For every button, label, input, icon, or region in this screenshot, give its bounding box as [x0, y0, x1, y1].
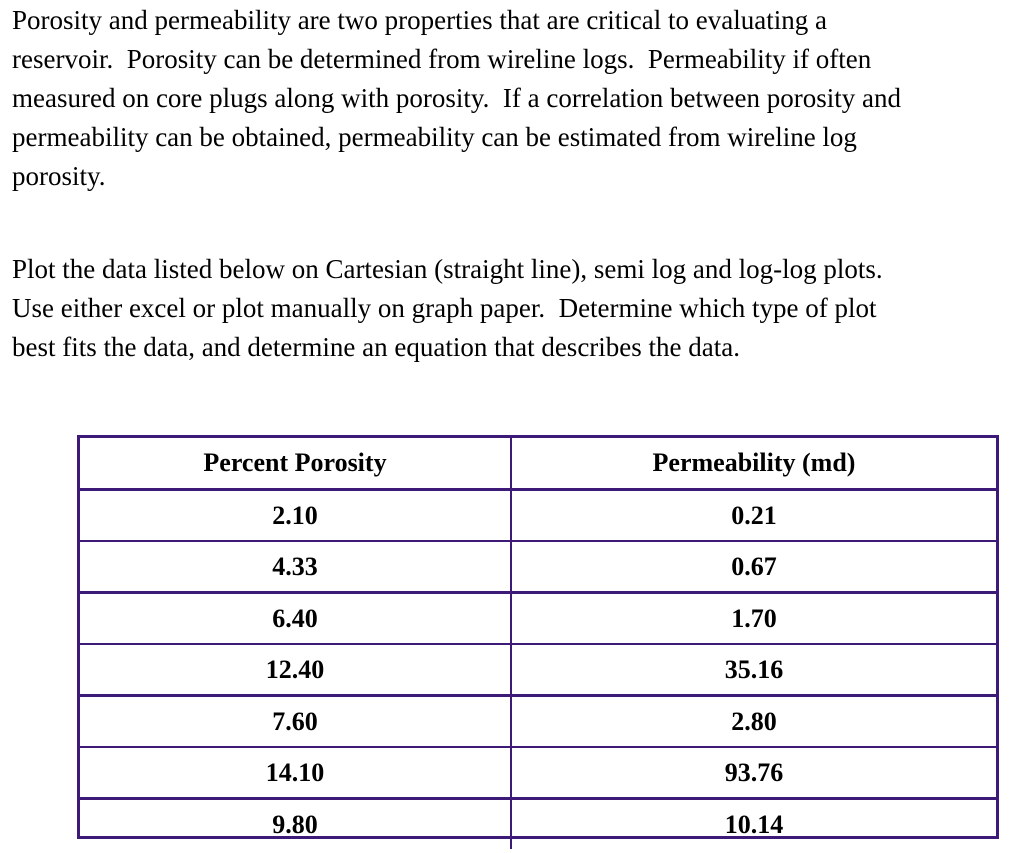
table-row: 12.40 35.16	[80, 643, 996, 697]
table-header-row: Percent Porosity Permeability (md)	[80, 438, 996, 491]
cell-porosity: 4.33	[80, 540, 512, 594]
intro-line: permeability can be obtained, permeabili…	[12, 122, 857, 152]
cell-permeability: 1.70	[510, 591, 996, 645]
header-permeability: Permeability (md)	[510, 438, 996, 491]
cell-porosity: 14.10	[80, 746, 512, 800]
intro-line: measured on core plugs along with porosi…	[12, 83, 901, 113]
table-row: 2.10 0.21	[80, 488, 996, 542]
cell-porosity: 12.40	[80, 643, 512, 697]
intro-line: Porosity and permeability are two proper…	[12, 5, 827, 35]
cell-permeability: 35.16	[510, 643, 996, 697]
task-line: Use either excel or plot manually on gra…	[12, 293, 877, 323]
cell-permeability: 0.21	[510, 488, 996, 542]
table-row: 6.40 1.70	[80, 591, 996, 645]
task-line: Plot the data listed below on Cartesian …	[12, 254, 883, 284]
cell-porosity: 2.10	[80, 488, 512, 542]
intro-line: reservoir. Porosity can be determined fr…	[12, 44, 872, 74]
cell-permeability: 10.14	[510, 797, 996, 849]
data-table: Percent Porosity Permeability (md) 2.10 …	[77, 435, 999, 849]
task-paragraph: Plot the data listed below on Cartesian …	[12, 250, 883, 367]
table-row: 14.10 93.76	[80, 746, 996, 800]
intro-line: porosity.	[12, 161, 106, 191]
cell-porosity: 6.40	[80, 591, 512, 645]
cell-porosity: 7.60	[80, 694, 512, 748]
table-row: 9.80 10.14	[80, 797, 996, 849]
cell-porosity: 9.80	[80, 797, 512, 849]
table-row: 4.33 0.67	[80, 540, 996, 594]
cell-permeability: 2.80	[510, 694, 996, 748]
task-line: best fits the data, and determine an equ…	[12, 332, 740, 362]
cell-permeability: 0.67	[510, 540, 996, 594]
table-row: 7.60 2.80	[80, 694, 996, 748]
header-porosity: Percent Porosity	[80, 438, 512, 491]
intro-paragraph: Porosity and permeability are two proper…	[12, 1, 901, 196]
cell-permeability: 93.76	[510, 746, 996, 800]
